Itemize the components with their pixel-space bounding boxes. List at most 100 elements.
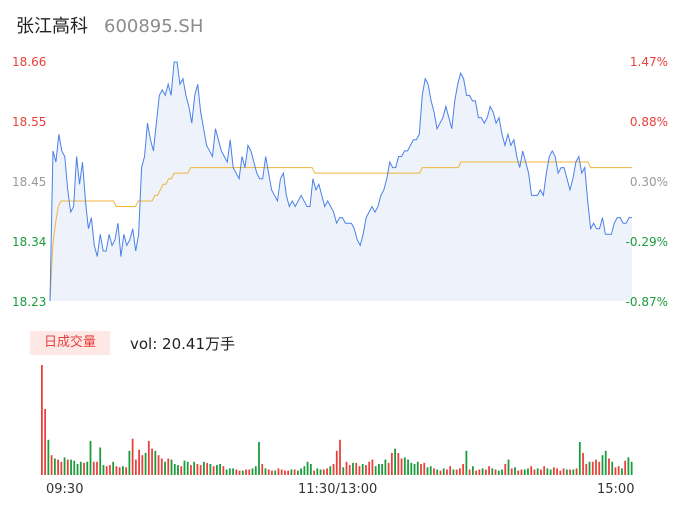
volume-bar — [442, 468, 445, 475]
volume-bar — [378, 464, 380, 475]
volume-bar — [186, 461, 189, 475]
volume-bar — [141, 455, 144, 475]
volume-bar — [261, 464, 264, 475]
volume-bar — [112, 461, 115, 475]
volume-bar — [183, 460, 186, 475]
volume-bar — [540, 469, 542, 475]
volume-bar — [465, 450, 468, 475]
price-chart — [49, 61, 632, 302]
volume-bar — [151, 448, 153, 475]
volume-bar — [374, 466, 377, 475]
volume-bar — [598, 461, 601, 475]
volume-bar — [416, 461, 419, 475]
volume-bar — [154, 450, 157, 475]
volume-bar — [248, 469, 251, 475]
average-price-line — [49, 161, 632, 302]
volume-bar — [89, 440, 92, 475]
volume-bar — [47, 439, 50, 475]
volume-bar — [352, 462, 354, 475]
volume-bar — [313, 470, 315, 475]
volume-bar — [335, 450, 338, 475]
volume-bar — [274, 470, 277, 475]
volume-bar — [167, 458, 170, 475]
volume-bar — [251, 468, 254, 475]
volume-bar — [520, 469, 523, 475]
volume-bar — [588, 461, 591, 475]
volume-bar — [420, 464, 422, 475]
stock-header: 张江高科 600895.SH — [16, 12, 203, 40]
volume-bar — [484, 469, 487, 475]
volume-bar — [66, 459, 69, 475]
volume-bar — [407, 459, 409, 475]
volume-bar — [290, 469, 293, 475]
volume-bar — [92, 461, 95, 475]
volume-bar — [604, 450, 607, 475]
volume-readout: vol: 20.41万手 — [130, 335, 235, 353]
volume-bar — [371, 459, 374, 475]
volume-bar — [199, 465, 202, 475]
volume-bar — [44, 409, 47, 475]
volume-bar — [446, 469, 448, 475]
volume-bar — [510, 468, 513, 475]
volume-bar — [488, 466, 490, 475]
volume-bar — [76, 464, 79, 475]
volume-bar — [177, 465, 179, 475]
y-left-tick-4: 18.23 — [12, 295, 47, 309]
volume-bar — [517, 470, 520, 475]
volume-bar — [361, 464, 364, 475]
volume-bar — [578, 442, 581, 475]
volume-bar — [267, 469, 270, 475]
volume-bar — [118, 467, 121, 475]
volume-bar — [611, 461, 614, 475]
y-right-tick-0: 1.47% — [629, 55, 668, 69]
volume-bar — [390, 453, 393, 475]
volume-bar — [630, 461, 633, 475]
y-right-tick-2: 0.30% — [629, 175, 668, 189]
volume-period-tab[interactable]: 日成交量 — [30, 331, 110, 355]
volume-bar — [426, 467, 429, 475]
volume-bar — [449, 466, 452, 475]
volume-bar — [170, 459, 173, 475]
volume-bar — [70, 459, 72, 475]
volume-bar — [131, 438, 134, 475]
volume-bar — [585, 464, 588, 475]
volume-bar — [543, 466, 546, 475]
volume-bar — [565, 469, 568, 475]
volume-bar — [209, 464, 212, 475]
volume-bar — [400, 458, 403, 475]
volume-bar — [575, 468, 578, 475]
volume-bar — [241, 470, 244, 475]
volume-bar — [475, 470, 477, 475]
volume-bar — [225, 469, 228, 475]
volume-bar — [190, 465, 192, 475]
volume-bar — [536, 468, 539, 475]
volume-bar — [196, 464, 199, 475]
volume-bar — [53, 458, 56, 475]
volume-bar — [180, 466, 183, 475]
volume-bar — [57, 459, 59, 475]
volume-bar — [63, 457, 66, 475]
volume-bar — [452, 469, 455, 475]
volume-bar — [533, 469, 536, 475]
volume-bar — [494, 469, 497, 475]
volume-bar — [413, 464, 416, 475]
volume-bar — [206, 462, 209, 475]
price-line — [49, 61, 632, 302]
stock-name: 张江高科 — [16, 16, 88, 37]
volume-bar — [296, 470, 299, 475]
volume-bar — [122, 466, 124, 475]
volume-bar — [102, 465, 105, 475]
volume-bar — [562, 468, 565, 475]
x-tick-close: 15:00 — [597, 482, 635, 497]
volume-bar — [277, 468, 280, 475]
volume-bar — [326, 468, 328, 475]
volume-bar — [436, 469, 439, 475]
volume-bar — [134, 459, 137, 475]
volume-bar — [439, 470, 442, 475]
y-right-tick-4: -0.87% — [625, 295, 668, 309]
volume-bar — [358, 466, 361, 475]
volume-bar — [582, 453, 584, 475]
volume-bar — [115, 466, 118, 475]
volume-bar — [193, 461, 196, 475]
volume-bar — [397, 453, 400, 475]
